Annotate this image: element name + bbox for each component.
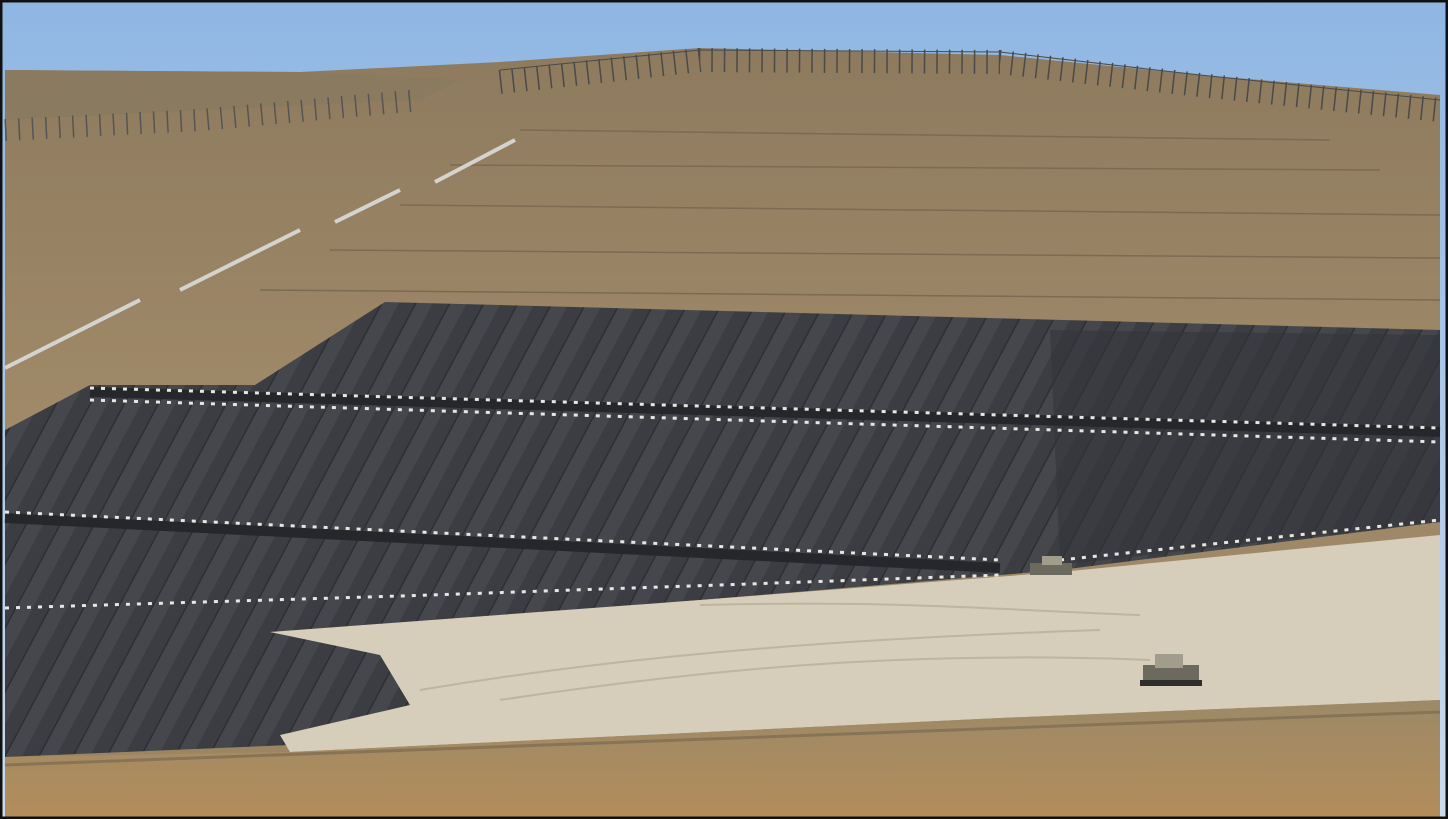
terrace-lines <box>259 129 1441 301</box>
dozer <box>1140 654 1202 686</box>
sand-cover <box>270 535 1440 752</box>
foreground-grass <box>5 700 1440 819</box>
sand-tracks <box>419 602 1151 701</box>
drain-pipe <box>4 138 516 370</box>
liner-shade <box>1050 330 1440 565</box>
far-hill <box>5 70 460 120</box>
sandbag-rows <box>4 386 1441 610</box>
fence-posts <box>498 47 1442 122</box>
access-road <box>4 710 1441 767</box>
dozer <box>1030 556 1072 575</box>
anchor-benches <box>4 387 1441 573</box>
